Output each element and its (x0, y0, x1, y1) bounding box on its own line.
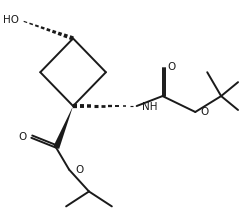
Text: NH: NH (142, 102, 157, 112)
Text: HO: HO (3, 14, 20, 25)
Text: O: O (167, 62, 176, 72)
Text: O: O (200, 107, 209, 117)
Text: O: O (75, 165, 83, 175)
Polygon shape (53, 106, 73, 149)
Text: O: O (18, 132, 26, 142)
